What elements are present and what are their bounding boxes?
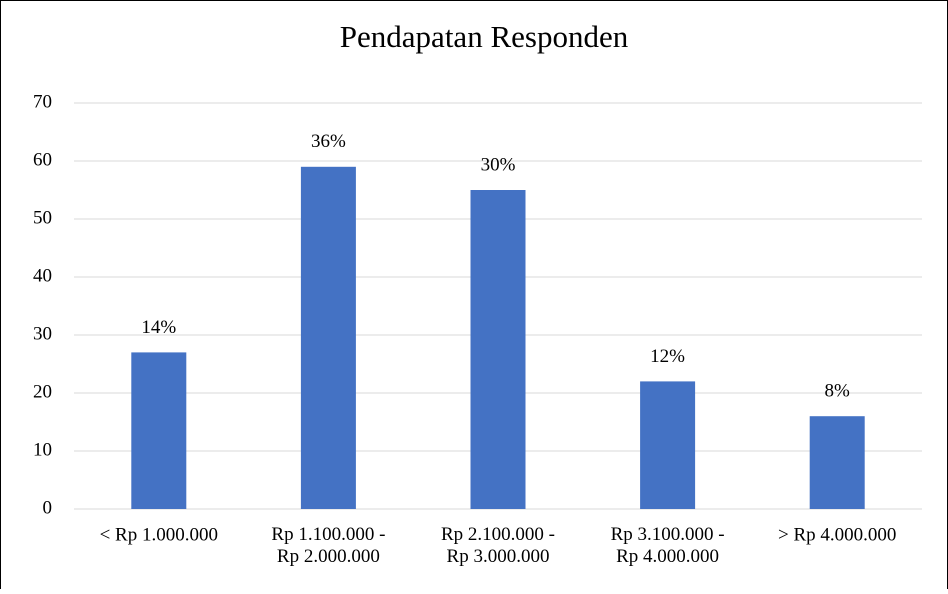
chart-title: Pendapatan Responden [340, 19, 629, 54]
x-tick-label: Rp 1.100.000 -Rp 2.000.000 [271, 524, 385, 567]
y-tick-label: 50 [33, 207, 52, 228]
x-tick-label: Rp 3.100.000 -Rp 4.000.000 [611, 524, 725, 567]
y-tick-label: 20 [33, 381, 52, 402]
bar [640, 381, 696, 509]
y-tick-label: 0 [43, 497, 53, 518]
data-label: 36% [311, 131, 346, 152]
y-tick-label: 10 [33, 439, 52, 460]
data-label: 12% [650, 346, 685, 367]
bar [470, 190, 526, 509]
x-tick-label: > Rp 4.000.000 [778, 524, 896, 545]
x-tick-label: < Rp 1.000.000 [100, 524, 218, 545]
bar [809, 416, 865, 509]
y-tick-label: 70 [33, 91, 52, 112]
bar [300, 166, 356, 510]
data-label: 8% [825, 381, 851, 402]
y-tick-label: 40 [33, 265, 52, 286]
y-tick-label: 60 [33, 149, 52, 170]
y-tick-label: 30 [33, 323, 52, 344]
data-label: 30% [481, 154, 516, 175]
data-label: 14% [141, 317, 176, 338]
x-tick-label: Rp 2.100.000 -Rp 3.000.000 [441, 524, 555, 567]
bar [131, 352, 187, 509]
